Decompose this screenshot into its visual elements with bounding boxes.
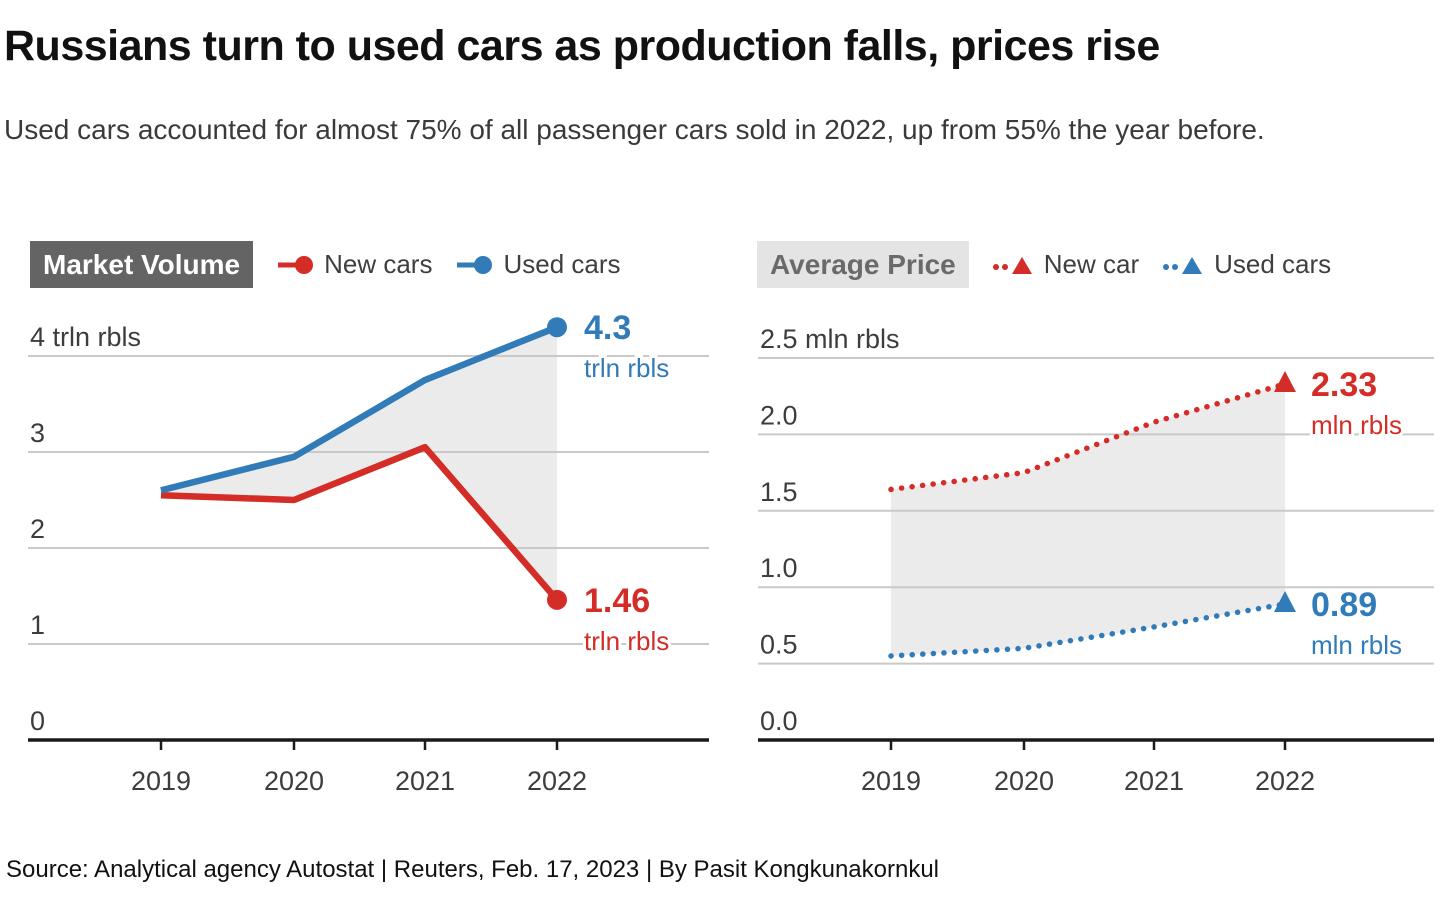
area-between-series <box>161 327 557 600</box>
end-marker-circle-new-cars <box>547 589 567 610</box>
end-marker-triangle-used-cars <box>1274 591 1296 613</box>
line-dot-marker-icon <box>278 255 314 274</box>
end-marker-triangle-new-car <box>1274 370 1296 392</box>
y-tick-label: 0.5 <box>760 630 798 660</box>
legend-item-new-car-price: New car <box>991 249 1139 280</box>
subtitle: Used cars accounted for almost 75% of al… <box>4 114 1265 145</box>
y-tick-label: 1.5 <box>760 477 798 507</box>
y-tick-label: 2 <box>30 514 45 544</box>
series-end-value-new-car: 2.33 <box>1311 366 1377 404</box>
series-end-value-used-cars: 4.3 <box>584 309 631 347</box>
legend-label-used-cars-price: Used cars <box>1214 249 1332 279</box>
line-dot-marker-icon <box>457 255 493 274</box>
page-title: Russians turn to used cars as production… <box>4 22 1160 70</box>
average-price-chart: 2.5 mln rbls 2.0 1.5 1.0 0.5 0.0 2019 2020 2021 2… <box>758 324 1434 796</box>
series-end-unit-used-cars: trln rbls <box>584 353 669 383</box>
legend-item-new-cars: New cars <box>275 249 432 280</box>
series-end-unit-new-cars: trln rbls <box>584 626 669 656</box>
dotted-triangle-marker-icon <box>1163 256 1203 274</box>
x-tick-label: 2020 <box>994 766 1054 796</box>
x-tick-label: 2020 <box>264 766 324 796</box>
legend-item-used-cars-price: Used cars <box>1161 249 1331 280</box>
y-tick-label: 2.0 <box>760 400 798 430</box>
series-end-unit-used-cars: mln rbls <box>1311 630 1402 660</box>
source-attribution: Source: Analytical agency Autostat | Reu… <box>6 856 940 883</box>
dotted-triangle-marker-icon <box>992 256 1032 274</box>
chart-title-average-price: Average Price <box>757 241 969 288</box>
chart-title-market-volume: Market Volume <box>30 241 254 288</box>
legend-label-used-cars: Used cars <box>503 249 621 279</box>
y-tick-label: 0.0 <box>760 706 798 736</box>
y-tick-label: 3 <box>30 418 45 448</box>
average-price-header: Average Price New car Used cars <box>757 241 1331 288</box>
series-end-value-used-cars: 0.89 <box>1311 586 1377 624</box>
series-end-unit-new-car: mln rbls <box>1311 410 1402 440</box>
legend-label-new-car-price: New car <box>1043 249 1140 279</box>
y-tick-label: 0 <box>30 706 45 736</box>
market-volume-chart: 4 trln rbls 3 2 1 0 2019 2020 2021 2022 1.46 trln … <box>28 306 709 796</box>
legend-item-used-cars: Used cars <box>454 249 621 280</box>
series-end-value-new-cars: 1.46 <box>584 582 650 620</box>
legend-label-new-cars: New cars <box>324 249 433 279</box>
x-tick-label: 2022 <box>527 766 587 796</box>
series-line-new-cars <box>160 443 560 602</box>
end-marker-circle-used-cars <box>547 317 567 338</box>
market-volume-header: Market Volume New cars Used cars <box>30 241 621 288</box>
x-tick-label: 2021 <box>1124 766 1184 796</box>
series-line-new-car <box>888 381 1288 493</box>
y-tick-label: 4 trln rbls <box>30 322 141 352</box>
x-tick-label: 2019 <box>131 766 191 796</box>
y-tick-label: 1.0 <box>760 553 798 583</box>
series-line-used-cars <box>160 324 559 494</box>
x-tick-label: 2022 <box>1255 766 1315 796</box>
x-tick-label: 2021 <box>395 766 455 796</box>
series-line-used-cars <box>888 601 1288 659</box>
y-tick-label: 1 <box>30 610 45 640</box>
x-tick-label: 2019 <box>861 766 921 796</box>
y-tick-label: 2.5 mln rbls <box>760 324 900 354</box>
